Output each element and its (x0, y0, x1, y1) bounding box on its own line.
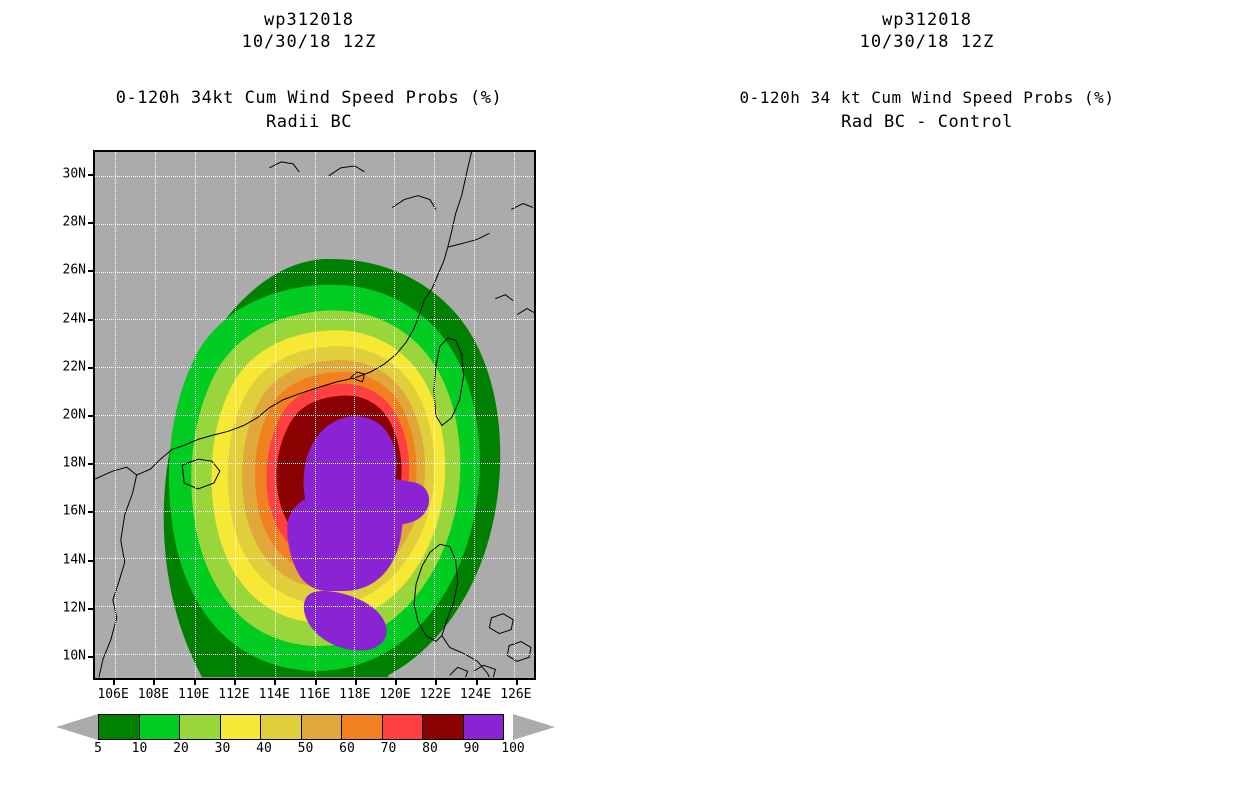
gridline-horizontal (95, 510, 534, 512)
x-tick-mark (515, 680, 518, 685)
y-tick-mark (88, 415, 93, 417)
y-tick-label: 14N (62, 552, 86, 568)
gridline-horizontal (95, 415, 534, 416)
colorbar-tick-label: 90 (463, 741, 480, 756)
x-tick-mark (314, 680, 317, 685)
colorbar-tick-label: 10 (131, 741, 148, 756)
colorbar-tick-label: 70 (380, 741, 397, 756)
gridline-horizontal (95, 462, 534, 464)
map-gridlines (95, 152, 534, 678)
gridline-horizontal (95, 654, 534, 656)
y-tick-mark (88, 366, 93, 369)
y-tick-mark (88, 222, 93, 225)
x-tick-label: 126E (500, 687, 532, 702)
panel-right-storm-id: wp312018 (882, 10, 972, 30)
y-tick-mark (88, 559, 93, 562)
contour-band-100-lobe (303, 590, 387, 651)
colorbar-swatch[interactable] (179, 714, 221, 740)
contour-band-100 (287, 416, 430, 591)
colorbar-tick-label: 50 (297, 741, 314, 756)
panel-radii-bc: wp312018 10/30/18 12Z 0-120h 34kt Cum Wi… (56, 10, 555, 755)
gridline-horizontal (95, 606, 534, 608)
x-tick-label: 116E (298, 687, 331, 702)
probability-contour-fill (163, 258, 501, 678)
y-tick-label: 20N (62, 407, 86, 423)
colorbar-tick-label: 40 (256, 741, 272, 756)
y-tick-label: 30N (62, 166, 86, 182)
y-tick-mark (88, 463, 93, 466)
map-plot-radii-bc[interactable]: 10N 12N 14N 16N 18N 20N 22N 24N 26N 28N 30N 106E 10… (63, 150, 536, 701)
colorbar-swatch[interactable] (381, 714, 423, 740)
colorbar-swatch[interactable] (138, 714, 180, 740)
x-tick-label: 122E (419, 687, 451, 702)
gridline-horizontal (95, 367, 534, 369)
x-tick-mark (395, 680, 398, 685)
colorbar-swatch[interactable] (260, 714, 302, 740)
y-tick-mark (88, 318, 93, 321)
colorbar-tick-label: 20 (173, 741, 189, 756)
coastline-overlay (95, 152, 534, 678)
y-tick-label: 16N (62, 503, 86, 519)
x-tick-label: 114E (258, 687, 290, 702)
x-tick-label: 108E (137, 687, 170, 702)
x-tick-label: 110E (178, 687, 210, 702)
x-tick-label: 112E (218, 687, 250, 702)
y-tick-label: 12N (62, 600, 86, 616)
colorbar-left[interactable]: 5 10 20 30 40 50 60 70 80 90 100 (56, 714, 555, 755)
panel-left-title: 0-120h 34kt Cum Wind Speed Probs (%) (115, 88, 503, 108)
y-tick-label: 28N (62, 214, 86, 230)
y-tick-mark (88, 655, 93, 658)
x-tick-mark (274, 680, 277, 685)
map-frame (93, 150, 536, 680)
panel-right-title: 0-120h 34 kt Cum Wind Speed Probs (%) (739, 88, 1115, 107)
colorbar-swatch[interactable] (98, 714, 140, 740)
colorbar-swatch[interactable] (462, 714, 504, 740)
y-tick-label: 10N (62, 648, 86, 664)
colorbar-swatch[interactable] (341, 714, 383, 740)
y-tick-mark (88, 607, 93, 610)
x-tick-label: 124E (459, 687, 492, 702)
gridline-horizontal (95, 319, 534, 321)
x-tick-mark (233, 680, 236, 685)
gridline-horizontal (95, 271, 534, 273)
colorbar-swatch[interactable] (219, 714, 261, 740)
colorbar-tick-label: 30 (214, 741, 231, 756)
x-tick-mark (475, 680, 478, 685)
colorbar-tick-label: 100 (501, 741, 525, 756)
colorbar-tick-label: 80 (422, 741, 438, 756)
x-tick-mark (193, 680, 196, 685)
gridline-horizontal (95, 175, 534, 177)
y-tick-label: 26N (62, 262, 86, 278)
y-tick-mark (88, 270, 93, 273)
colorbar-tick-label: 5 (94, 741, 102, 756)
colorbar-tick-label: 60 (339, 741, 355, 756)
gridline-horizontal (95, 558, 534, 560)
x-tick-mark (113, 680, 116, 685)
colorbar-left-over-arrow (513, 714, 555, 740)
y-tick-label: 22N (62, 359, 86, 375)
panel-right-date: 10/30/18 12Z (859, 32, 995, 52)
gridline-horizontal (95, 223, 534, 225)
x-tick-mark (354, 680, 357, 685)
y-tick-mark (88, 174, 93, 177)
colorbar-swatch[interactable] (422, 714, 464, 740)
colorbar-left-under-arrow (56, 714, 98, 740)
y-tick-mark (88, 511, 93, 514)
panel-left-storm-id: wp312018 (264, 10, 354, 30)
panel-left-subtitle: Radii BC (266, 112, 352, 132)
x-tick-label: 118E (339, 687, 371, 702)
x-tick-label: 106E (97, 687, 129, 702)
panel-rad-bc-minus-control: wp312018 10/30/18 12Z 0-120h 34 kt Cum W… (618, 0, 1236, 800)
x-tick-mark (153, 680, 156, 685)
x-tick-label: 120E (379, 687, 411, 702)
x-tick-mark (435, 680, 438, 685)
panel-right-subtitle: Rad BC - Control (841, 112, 1013, 132)
colorbar-swatch[interactable] (300, 714, 342, 740)
y-tick-label: 24N (62, 311, 86, 327)
y-tick-label: 18N (62, 455, 86, 471)
panel-left-date: 10/30/18 12Z (241, 32, 377, 52)
